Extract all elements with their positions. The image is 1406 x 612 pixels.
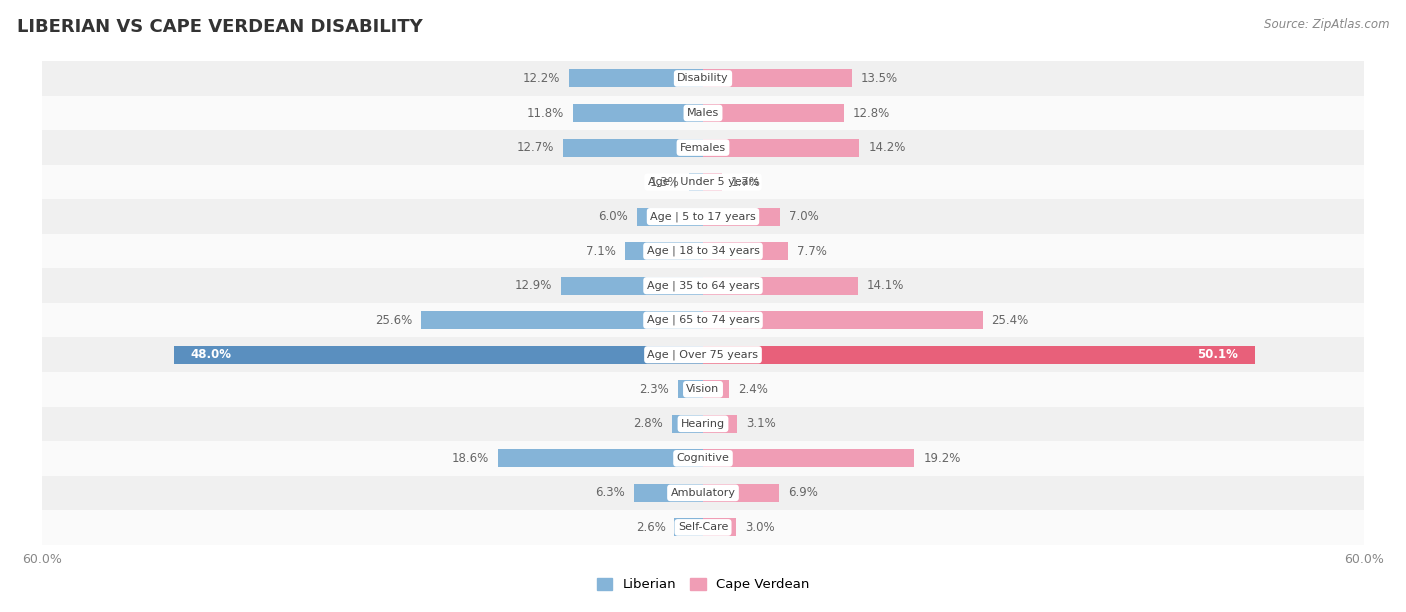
Text: 19.2%: 19.2% [924,452,960,465]
Bar [568,70,703,88]
Bar [42,406,1364,441]
Text: 6.0%: 6.0% [599,210,628,223]
Text: Cognitive: Cognitive [676,453,730,463]
Text: 1.3%: 1.3% [650,176,681,188]
Bar [703,484,779,502]
Bar [703,346,1254,364]
Bar [703,380,730,398]
Text: Age | 35 to 64 years: Age | 35 to 64 years [647,280,759,291]
Bar [703,207,780,226]
Text: 3.0%: 3.0% [745,521,775,534]
Text: 1.7%: 1.7% [731,176,761,188]
Bar [42,269,1364,303]
Bar [703,104,844,122]
Bar [678,380,703,398]
Text: 18.6%: 18.6% [453,452,489,465]
Bar [624,242,703,260]
Text: 2.8%: 2.8% [634,417,664,430]
Text: 25.4%: 25.4% [991,314,1029,327]
Text: 12.8%: 12.8% [853,106,890,119]
Text: 2.6%: 2.6% [636,521,665,534]
Bar [703,415,737,433]
Bar [42,303,1364,337]
Text: Age | 5 to 17 years: Age | 5 to 17 years [650,211,756,222]
Bar [42,95,1364,130]
Text: Hearing: Hearing [681,419,725,429]
Bar [689,173,703,191]
Bar [703,277,858,294]
Bar [42,337,1364,372]
Bar [420,312,703,329]
Bar [42,165,1364,200]
Bar [42,234,1364,269]
Bar [703,70,852,88]
Bar [637,207,703,226]
Text: Age | Under 5 years: Age | Under 5 years [648,177,758,187]
Bar [174,346,703,364]
Text: 7.0%: 7.0% [789,210,818,223]
Text: LIBERIAN VS CAPE VERDEAN DISABILITY: LIBERIAN VS CAPE VERDEAN DISABILITY [17,18,423,36]
Bar [703,449,914,468]
Text: 6.9%: 6.9% [787,487,818,499]
Bar [703,312,983,329]
Text: Males: Males [688,108,718,118]
Bar [672,415,703,433]
Bar [703,173,721,191]
Text: Self-Care: Self-Care [678,523,728,532]
Text: Females: Females [681,143,725,152]
Text: 48.0%: 48.0% [191,348,232,361]
Text: Vision: Vision [686,384,720,394]
Text: 25.6%: 25.6% [375,314,412,327]
Bar [634,484,703,502]
Text: 11.8%: 11.8% [527,106,564,119]
Bar [564,138,703,157]
Bar [42,200,1364,234]
Text: 14.2%: 14.2% [868,141,905,154]
Text: 3.1%: 3.1% [747,417,776,430]
Text: 7.7%: 7.7% [797,245,827,258]
Text: Age | Over 75 years: Age | Over 75 years [648,349,758,360]
Text: 2.4%: 2.4% [738,382,768,396]
Text: Source: ZipAtlas.com: Source: ZipAtlas.com [1264,18,1389,31]
Text: 12.7%: 12.7% [517,141,554,154]
Text: Age | 65 to 74 years: Age | 65 to 74 years [647,315,759,326]
Text: 2.3%: 2.3% [640,382,669,396]
Text: Ambulatory: Ambulatory [671,488,735,498]
Bar [703,138,859,157]
Bar [42,130,1364,165]
Bar [561,277,703,294]
Bar [703,518,737,536]
Bar [42,441,1364,476]
Bar [574,104,703,122]
Text: 12.9%: 12.9% [515,279,553,292]
Text: 12.2%: 12.2% [523,72,560,85]
Text: Disability: Disability [678,73,728,83]
Text: 14.1%: 14.1% [868,279,904,292]
Text: 50.1%: 50.1% [1198,348,1239,361]
Bar [675,518,703,536]
Bar [703,242,787,260]
Bar [42,476,1364,510]
Bar [42,61,1364,95]
Text: 6.3%: 6.3% [595,487,624,499]
Legend: Liberian, Cape Verdean: Liberian, Cape Verdean [596,578,810,591]
Text: 13.5%: 13.5% [860,72,897,85]
Bar [42,510,1364,545]
Text: 7.1%: 7.1% [586,245,616,258]
Text: Age | 18 to 34 years: Age | 18 to 34 years [647,246,759,256]
Bar [42,372,1364,406]
Bar [498,449,703,468]
